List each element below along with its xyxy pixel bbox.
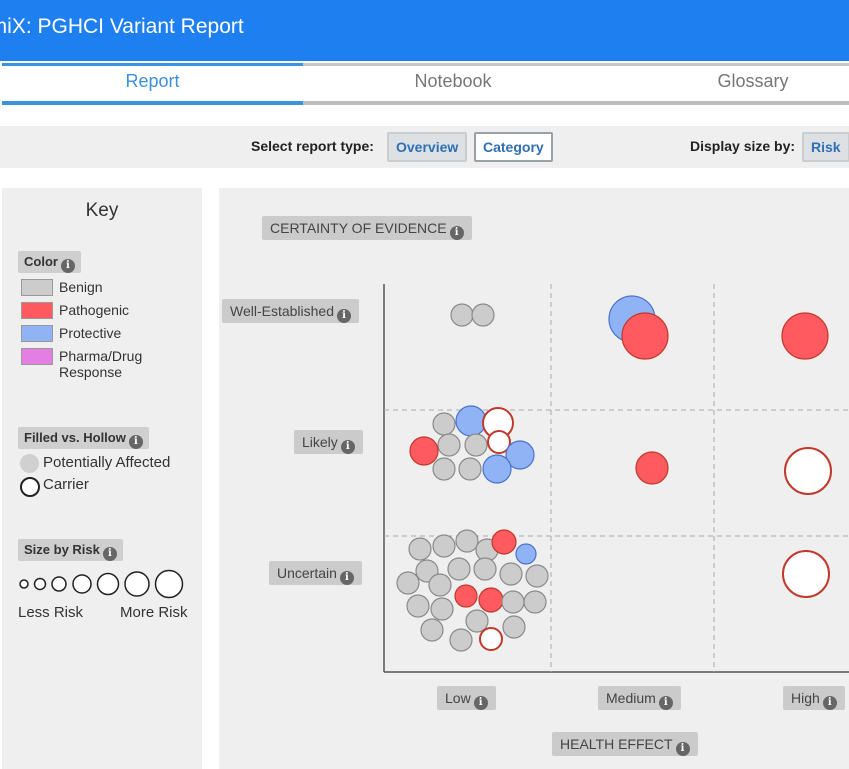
pharma-swatch [21,348,53,365]
variant-bubble[interactable] [502,615,526,639]
variant-bubble[interactable] [432,412,456,436]
variant-bubble[interactable] [784,447,832,495]
pathogenic-swatch [21,302,53,319]
less-risk-label: Less Risk [18,604,84,621]
filled-label: Potentially Affected [43,454,171,471]
report-type-label: Select report type: [251,138,374,154]
variant-bubble[interactable] [478,587,504,613]
variant-bubble[interactable] [447,557,471,581]
protective-label: Protective [59,325,122,341]
variant-bubble[interactable] [505,440,535,470]
variant-bubble[interactable] [499,562,523,586]
variant-bubble[interactable] [781,312,829,360]
info-icon[interactable]: i [102,547,117,561]
info-icon[interactable]: i [339,571,354,585]
variant-bubble[interactable] [409,436,439,466]
color-heading[interactable]: Color i [18,251,81,273]
info-icon[interactable]: i [128,435,143,449]
report-controls: Select report type: Overview Category Di… [0,126,849,168]
variant-bubble[interactable] [454,584,478,608]
variant-bubble[interactable] [464,433,488,457]
app-header: omiX: PGHCI Variant Report [0,0,849,61]
hollow-dot-icon [20,477,40,497]
x-level-high[interactable]: High i [783,686,845,710]
variant-bubble[interactable] [523,590,547,614]
variant-bubble-grid [383,284,849,673]
variant-bubble[interactable] [458,457,482,481]
tab-glossary[interactable]: Glossary [603,61,849,105]
variant-bubble[interactable] [432,534,456,558]
variant-bubble[interactable] [396,571,420,595]
variant-bubble[interactable] [782,550,830,598]
variant-bubble[interactable] [635,451,669,485]
info-icon[interactable]: i [473,696,488,710]
protective-swatch [21,325,53,342]
y-level-likely[interactable]: Likely i [294,430,363,454]
filled-dot-icon [20,454,39,473]
variant-bubble[interactable] [430,597,454,621]
variant-bubble[interactable] [621,312,669,360]
y-axis-title[interactable]: CERTAINTY OF EVIDENCE i [262,216,472,240]
overview-button[interactable]: Overview [387,132,468,162]
tab-notebook-label: Notebook [414,71,492,91]
tab-bar: Report Notebook Glossary [0,61,849,105]
variant-bubble[interactable] [501,590,525,614]
y-level-well-established[interactable]: Well-Established i [222,299,360,323]
benign-swatch [21,279,53,296]
variant-bubble[interactable] [473,557,497,581]
variant-bubble[interactable] [455,529,479,553]
hollow-label: Carrier [43,476,89,493]
category-button[interactable]: Category [474,132,553,162]
variant-bubble[interactable] [428,573,452,597]
variant-bubble[interactable] [465,609,489,633]
display-size-label: Display size by: [690,138,796,154]
variant-bubble[interactable] [487,430,511,454]
info-icon[interactable]: i [340,440,355,454]
variant-bubble[interactable] [408,537,432,561]
info-icon[interactable]: i [658,696,673,710]
x-level-medium[interactable]: Medium i [598,686,681,710]
pathogenic-label: Pathogenic [59,302,130,318]
size-legend-circles [19,569,184,599]
variant-bubble[interactable] [432,457,456,481]
x-level-low[interactable]: Low i [437,686,496,710]
tab-report-label: Report [125,71,180,91]
tab-report[interactable]: Report [2,61,303,105]
variant-bubble[interactable] [455,405,487,437]
variant-bubble[interactable] [491,529,517,555]
fill-heading[interactable]: Filled vs. Hollow i [18,427,149,449]
y-level-uncertain[interactable]: Uncertain i [269,561,362,585]
key-title: Key [85,200,119,221]
variant-plot-panel: CERTAINTY OF EVIDENCE i Well-Established i… [219,188,849,769]
tab-glossary-label: Glossary [717,71,789,91]
size-heading[interactable]: Size by Risk i [18,539,123,561]
tab-notebook[interactable]: Notebook [303,61,603,105]
info-icon[interactable]: i [675,742,690,756]
variant-bubble[interactable] [482,454,512,484]
info-icon[interactable]: i [822,696,837,710]
more-risk-label: More Risk [120,604,188,621]
variant-bubble[interactable] [449,628,473,652]
info-icon[interactable]: i [337,309,352,323]
variant-bubble[interactable] [450,303,474,327]
variant-bubble[interactable] [515,543,537,565]
variant-bubble[interactable] [525,564,549,588]
app-title: omiX: PGHCI Variant Report [0,15,244,38]
info-icon[interactable]: i [449,226,464,240]
variant-bubble[interactable] [437,433,461,457]
key-panel: Key Color i Benign Pathogenic Protective … [2,188,202,769]
pharma-label: Pharma/Drug Response [59,348,143,380]
variant-bubble[interactable] [479,627,503,651]
x-axis-title[interactable]: HEALTH EFFECT i [552,732,698,756]
info-icon[interactable]: i [60,259,75,273]
variant-bubble[interactable] [420,618,444,642]
variant-bubble[interactable] [471,303,495,327]
variant-bubble[interactable] [406,594,430,618]
risk-button[interactable]: Risk [802,132,849,162]
benign-label: Benign [59,279,103,295]
